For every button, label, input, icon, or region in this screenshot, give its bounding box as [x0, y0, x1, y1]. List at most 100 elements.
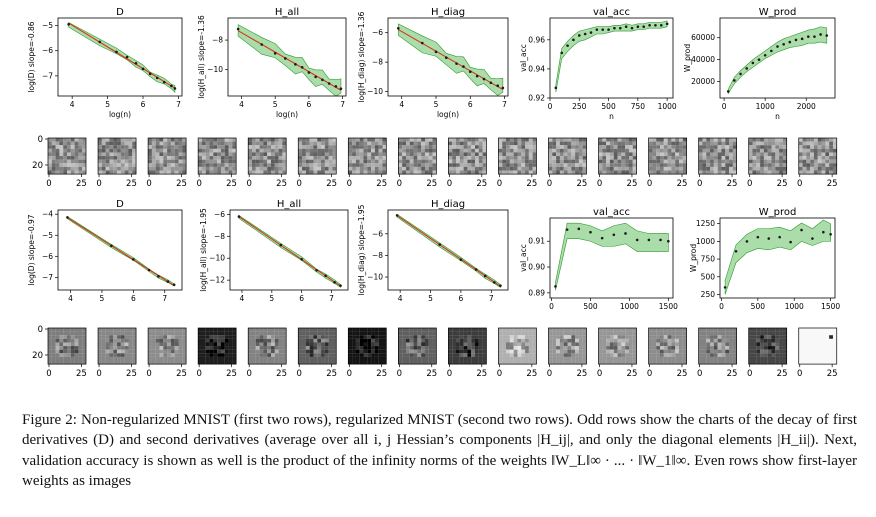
- pixel: [48, 353, 52, 357]
- pixel: [698, 152, 703, 157]
- pixel: [220, 166, 225, 171]
- pixel: [752, 148, 757, 153]
- pixel: [274, 346, 279, 350]
- pixel: [359, 148, 364, 153]
- pixel: [621, 138, 626, 142]
- pixel: [424, 156, 429, 160]
- pixel: [382, 356, 387, 361]
- axes-frame: [549, 217, 674, 299]
- pixel: [228, 335, 233, 339]
- pixel: [798, 152, 803, 157]
- pixel: [367, 163, 372, 167]
- pixel: [348, 335, 353, 339]
- pixel: [313, 141, 318, 146]
- x-tick-label: 4: [398, 294, 403, 303]
- pixel: [698, 166, 703, 171]
- pixel: [98, 159, 102, 164]
- pixel: [428, 353, 433, 357]
- pixel: [117, 331, 121, 336]
- pixel: [506, 156, 510, 160]
- pixel: [220, 346, 225, 350]
- pixel: [263, 145, 268, 149]
- pixel: [182, 166, 187, 171]
- pixel: [563, 159, 568, 164]
- pixel: [598, 163, 603, 167]
- pixel: [224, 148, 229, 153]
- weight-image-row3-4: 0 25: [246, 327, 287, 379]
- pixel: [298, 356, 303, 361]
- pixel: [82, 349, 87, 354]
- pixel: [532, 360, 537, 365]
- pixel: [67, 353, 71, 357]
- pixel: [552, 349, 557, 354]
- pixel: [167, 356, 171, 361]
- pixel: [74, 360, 79, 365]
- pixel: [467, 335, 472, 339]
- x-tick-label: 25: [677, 369, 688, 379]
- pixel: [467, 141, 472, 146]
- pixel: [324, 170, 329, 175]
- pixel: [829, 346, 833, 350]
- pixel: [105, 331, 110, 336]
- pixel: [467, 159, 472, 164]
- pixel: [63, 141, 68, 146]
- pixel: [625, 353, 629, 357]
- data-point: [607, 28, 610, 31]
- pixel: [305, 145, 310, 149]
- pixel: [271, 152, 275, 157]
- pixel: [448, 166, 453, 171]
- pixel: [332, 170, 337, 175]
- pixel: [109, 152, 114, 157]
- pixel: [428, 356, 433, 361]
- pixel: [475, 328, 479, 332]
- pixel: [105, 353, 110, 357]
- pixel: [806, 331, 811, 336]
- pixel: [98, 360, 102, 365]
- pixel: [656, 338, 661, 343]
- pixel: [151, 166, 156, 171]
- pixel: [109, 328, 114, 332]
- pixel: [267, 170, 272, 175]
- pixel: [559, 148, 564, 153]
- data-point: [613, 26, 616, 30]
- pixel: [151, 338, 156, 343]
- pixel: [525, 356, 529, 361]
- pixel: [352, 138, 356, 142]
- pixel: [324, 338, 329, 343]
- pixel: [170, 328, 175, 332]
- pixel: [355, 338, 360, 343]
- pixel: [317, 145, 322, 149]
- pixel: [148, 141, 152, 146]
- pixel: [656, 353, 661, 357]
- y-tick-label: −10: [207, 65, 223, 74]
- pixel: [213, 349, 218, 354]
- pixel: [667, 335, 672, 339]
- pixel: [74, 148, 79, 153]
- pixel: [209, 159, 214, 164]
- pixel: [698, 346, 703, 350]
- pixel: [632, 148, 637, 153]
- pixel: [432, 349, 437, 354]
- pixel: [201, 170, 206, 175]
- pixel: [802, 349, 807, 354]
- pixel: [224, 346, 229, 350]
- pixel: [660, 138, 664, 142]
- pixel: [521, 170, 526, 175]
- pixel: [506, 346, 510, 350]
- pixel: [702, 356, 707, 361]
- pixel: [825, 328, 830, 332]
- pixel: [228, 346, 233, 350]
- pixel: [417, 331, 422, 336]
- pixel: [324, 353, 329, 357]
- pixel: [521, 331, 526, 336]
- pixel: [248, 166, 253, 171]
- pixel: [305, 166, 310, 171]
- pixel: [506, 152, 510, 157]
- pixel: [332, 353, 337, 357]
- pixel: [825, 166, 830, 171]
- pixel: [698, 145, 703, 149]
- pixel: [305, 331, 310, 336]
- pixel: [782, 163, 787, 167]
- y-tick-label: −6: [372, 229, 383, 238]
- x-tick-label: 2000: [797, 102, 816, 111]
